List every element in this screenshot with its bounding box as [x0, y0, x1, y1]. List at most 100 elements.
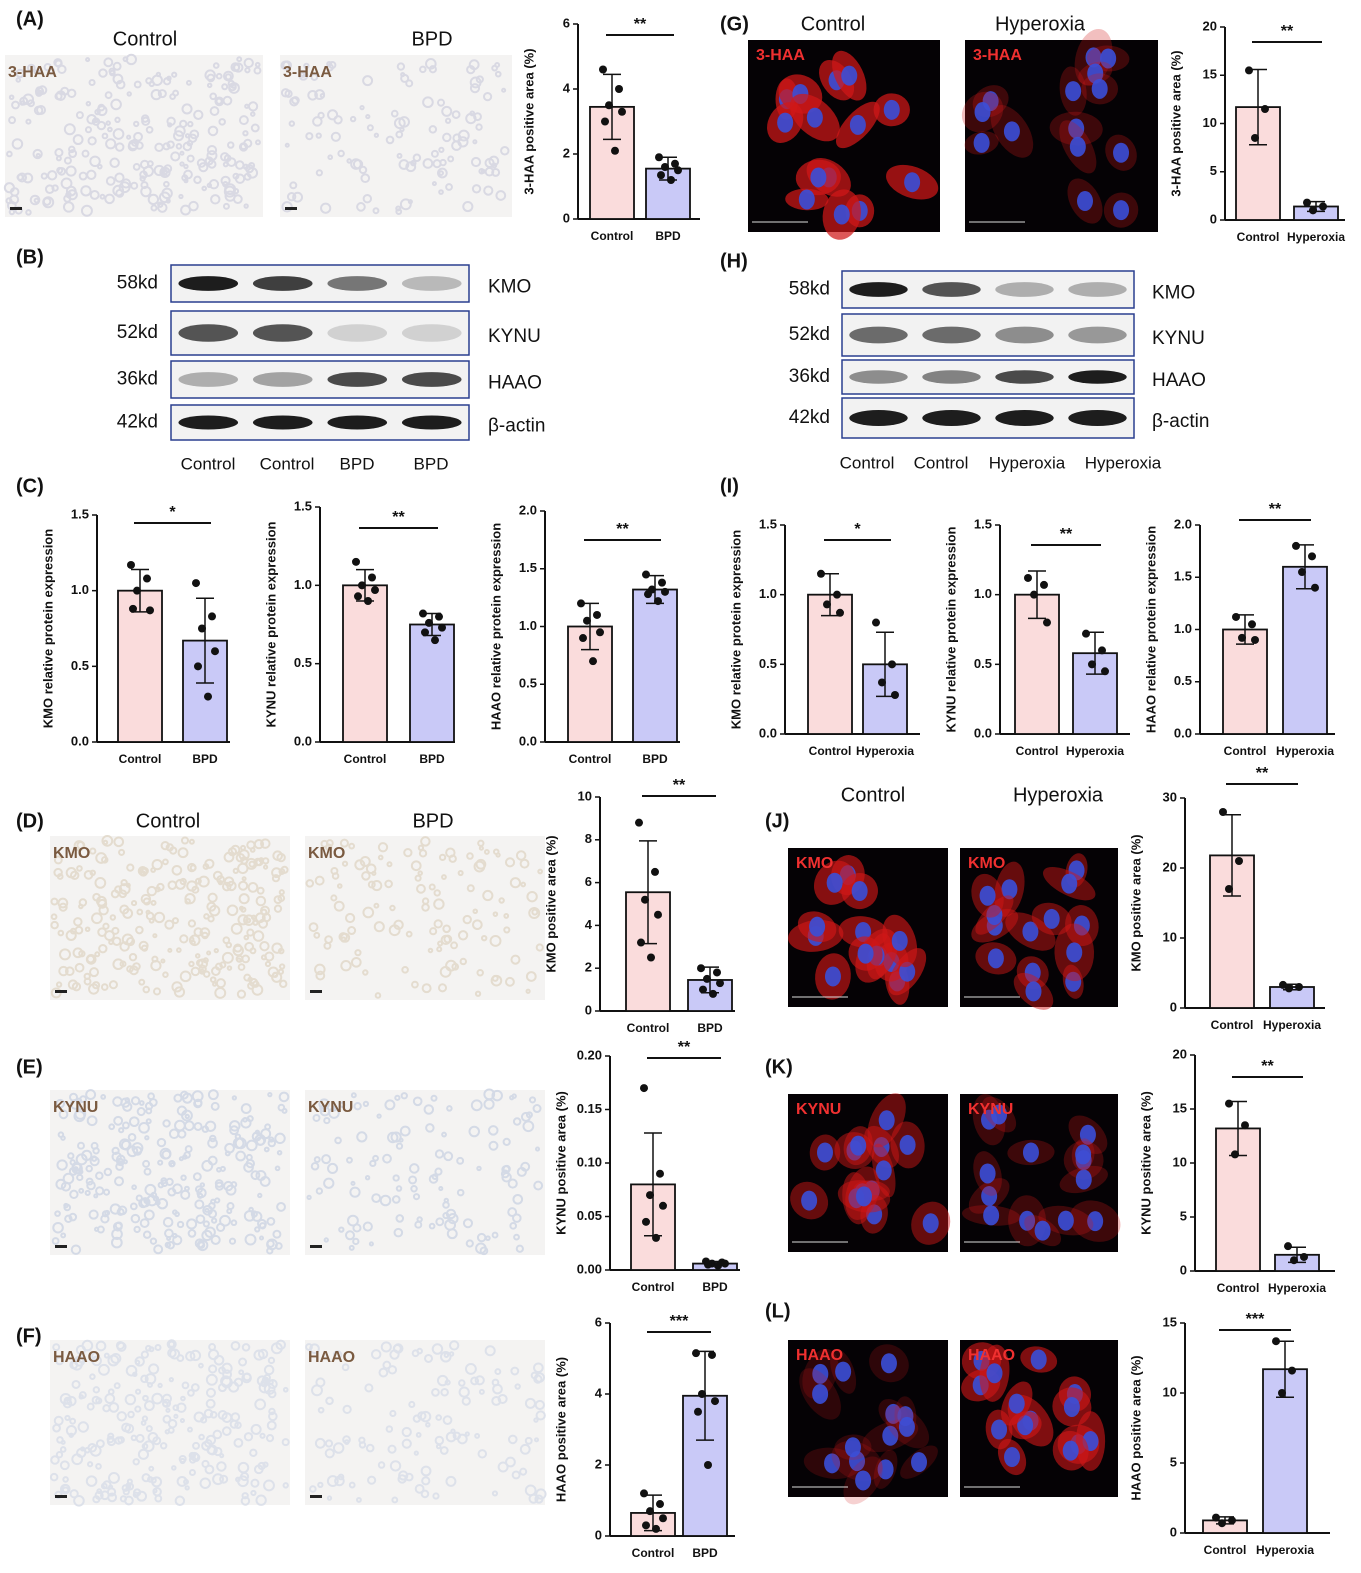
tissue-cell: [202, 957, 209, 964]
nucleus: [981, 1185, 998, 1206]
tissue-cell: [142, 1394, 149, 1402]
blot-band: [995, 326, 1054, 344]
tissue-cell: [152, 1436, 162, 1446]
tissue-cell: [77, 1421, 89, 1433]
tissue-cell: [341, 1363, 350, 1372]
data-point: [642, 570, 650, 579]
tissue-cell: [291, 96, 300, 105]
tissue-cell: [232, 194, 243, 205]
x-tick-label: BPD: [419, 752, 445, 766]
tissue-cell: [362, 906, 375, 919]
tissue-cell: [57, 1131, 65, 1138]
y-tick-label: 0.0: [71, 733, 89, 748]
tissue-cell: [56, 166, 64, 174]
tissue-cell: [430, 149, 439, 158]
tissue-cell: [210, 1101, 220, 1111]
tissue-cell: [384, 879, 393, 889]
nucleus: [1022, 1142, 1039, 1163]
tissue-cell: [373, 921, 385, 933]
blot-band: [995, 370, 1054, 384]
tissue-cell: [121, 1484, 130, 1492]
micrograph: KMO: [50, 834, 290, 1000]
tissue-cell: [221, 83, 229, 91]
tissue-cell: [120, 879, 128, 887]
tissue-cell: [311, 1384, 323, 1397]
tissue-cell: [272, 1229, 282, 1239]
tissue-cell: [183, 163, 189, 170]
scale-bar: [55, 1495, 67, 1498]
x-tick-label: Control: [119, 752, 162, 766]
panel-label: (D): [16, 810, 44, 832]
nucleus: [1077, 191, 1094, 212]
tissue-cell: [187, 1426, 193, 1433]
tissue-cell: [150, 959, 162, 972]
tissue-cell: [85, 954, 97, 965]
stain-label: KYNU: [53, 1099, 98, 1116]
y-tick-label: 1.0: [519, 618, 537, 633]
data-point: [657, 171, 665, 180]
tissue-cell: [323, 1237, 329, 1243]
nucleus: [1087, 1211, 1104, 1232]
tissue-cell: [468, 1125, 481, 1138]
tissue-cell: [238, 893, 250, 905]
protein-name: KMO: [488, 277, 531, 298]
tissue-cell: [150, 899, 157, 906]
tissue-cell: [346, 1156, 353, 1164]
tissue-cell: [267, 1356, 276, 1365]
tissue-cell: [525, 971, 537, 982]
nucleus: [1004, 1447, 1021, 1468]
tissue-cell: [191, 1090, 204, 1103]
tissue-cell: [350, 1180, 356, 1186]
data-point: [692, 1349, 700, 1358]
tissue-cell: [404, 1472, 414, 1482]
tissue-cell: [276, 852, 286, 863]
data-point: [1088, 660, 1096, 669]
tissue-cell: [395, 205, 402, 212]
tissue-cell: [104, 930, 115, 941]
tissue-cell: [67, 1152, 75, 1160]
tissue-cell: [392, 1174, 400, 1182]
tissue-cell: [441, 105, 453, 117]
y-tick-label: 0.5: [974, 656, 992, 671]
tissue-cell: [196, 1187, 207, 1199]
tissue-cell: [439, 1446, 449, 1455]
nucleus: [877, 1459, 894, 1480]
data-point: [659, 1201, 667, 1210]
tissue-cell: [115, 1162, 124, 1171]
tissue-cell: [192, 1172, 202, 1182]
tissue-cell: [65, 867, 78, 879]
tissue-cell: [204, 1226, 216, 1238]
y-tick-label: 20: [1173, 1046, 1187, 1061]
tissue-cell: [441, 874, 447, 880]
tissue-cell: [69, 1189, 79, 1200]
tissue-cell: [116, 1207, 125, 1216]
tissue-cell: [203, 913, 210, 920]
tissue-cell: [475, 858, 487, 870]
tissue-cell: [462, 200, 474, 213]
data-point: [817, 569, 825, 578]
tissue-cell: [427, 947, 434, 954]
tissue-cell: [104, 91, 113, 100]
tissue-cell: [207, 159, 217, 169]
nucleus: [855, 1470, 872, 1491]
tissue-cell: [152, 1488, 158, 1494]
tissue-cell: [144, 1183, 157, 1196]
nucleus: [1073, 915, 1090, 936]
tissue-cell: [256, 886, 265, 895]
tissue-cell: [495, 190, 507, 201]
tissue-cell: [112, 958, 125, 971]
nucleus: [1091, 78, 1108, 99]
tissue-cell: [310, 73, 319, 81]
tissue-cell: [148, 1346, 155, 1353]
y-tick-label: 1.5: [1174, 569, 1192, 584]
tissue-cell: [144, 1373, 157, 1385]
tissue-cell: [150, 204, 158, 212]
tissue-cell: [136, 908, 144, 916]
nucleus: [979, 1163, 996, 1184]
tissue-cell: [62, 1172, 75, 1185]
tissue-cell: [187, 120, 194, 128]
x-tick-label: Control: [569, 752, 612, 766]
tissue-cell: [192, 1441, 200, 1450]
tissue-cell: [437, 940, 444, 947]
tissue-cell: [480, 168, 486, 174]
